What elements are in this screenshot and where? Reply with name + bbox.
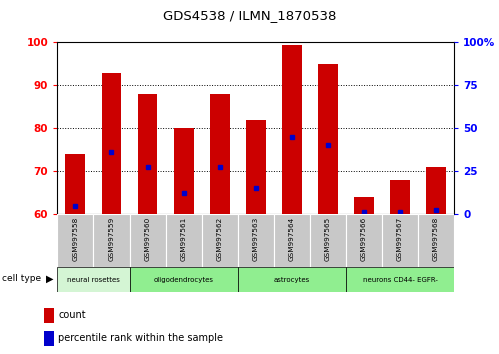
Bar — [65, 154, 85, 214]
Bar — [57, 267, 130, 292]
Bar — [238, 214, 274, 267]
Text: GSM997568: GSM997568 — [433, 217, 439, 261]
Bar — [174, 128, 194, 214]
Bar — [202, 214, 238, 267]
Text: percentile rank within the sample: percentile rank within the sample — [58, 333, 224, 343]
Text: GSM997561: GSM997561 — [181, 217, 187, 261]
Bar — [102, 73, 121, 214]
Text: GSM997560: GSM997560 — [145, 217, 151, 261]
Bar — [346, 214, 382, 267]
Bar — [44, 331, 54, 346]
Bar — [238, 267, 346, 292]
Bar — [44, 308, 54, 323]
Bar — [93, 214, 130, 267]
Bar — [318, 64, 338, 214]
Text: count: count — [58, 310, 86, 320]
Bar — [418, 214, 454, 267]
Bar — [282, 45, 302, 214]
Bar — [246, 120, 265, 214]
Bar — [310, 214, 346, 267]
Text: GSM997564: GSM997564 — [289, 217, 295, 261]
Text: GSM997562: GSM997562 — [217, 217, 223, 261]
Bar — [390, 180, 410, 214]
Bar — [166, 214, 202, 267]
Bar — [426, 167, 446, 214]
Text: GSM997566: GSM997566 — [361, 217, 367, 261]
Text: neurons CD44- EGFR-: neurons CD44- EGFR- — [363, 277, 438, 282]
Bar — [130, 267, 238, 292]
Text: GSM997565: GSM997565 — [325, 217, 331, 261]
Text: GSM997558: GSM997558 — [72, 217, 78, 261]
Bar — [138, 94, 158, 214]
Text: GSM997563: GSM997563 — [252, 217, 259, 261]
Bar — [274, 214, 310, 267]
Bar — [382, 214, 418, 267]
Bar — [354, 197, 374, 214]
Text: ▶: ▶ — [46, 274, 54, 284]
Bar — [57, 214, 93, 267]
Text: GSM997559: GSM997559 — [108, 217, 114, 261]
Text: GSM997567: GSM997567 — [397, 217, 403, 261]
Text: oligodendrocytes: oligodendrocytes — [154, 277, 214, 282]
Text: cell type: cell type — [2, 274, 41, 284]
Bar — [346, 267, 454, 292]
Bar — [130, 214, 166, 267]
Bar — [210, 94, 230, 214]
Text: GDS4538 / ILMN_1870538: GDS4538 / ILMN_1870538 — [163, 9, 336, 22]
Text: astrocytes: astrocytes — [273, 277, 310, 282]
Text: neural rosettes: neural rosettes — [67, 277, 120, 282]
